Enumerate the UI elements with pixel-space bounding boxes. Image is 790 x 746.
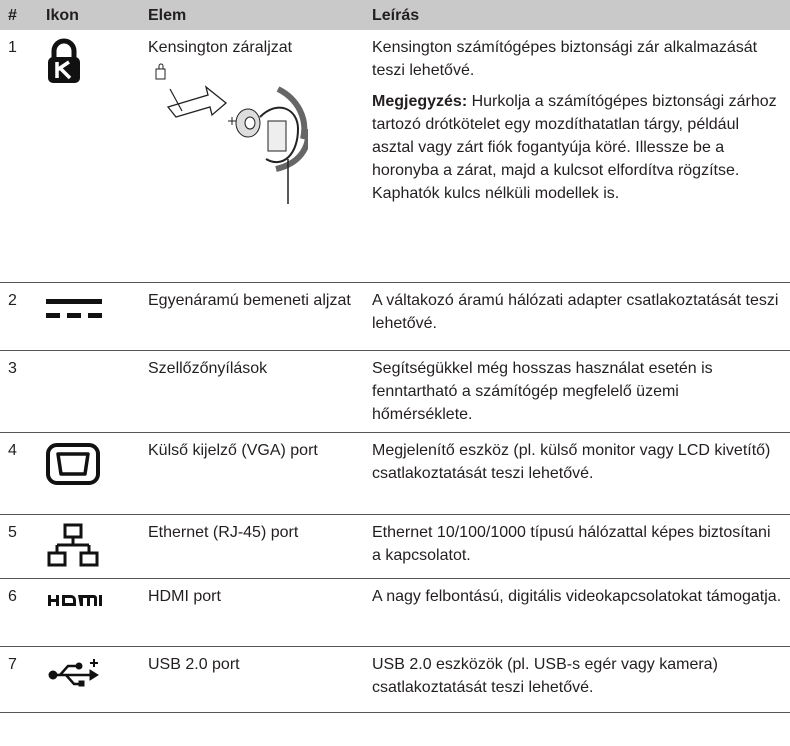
element-cell: Ethernet (RJ-45) port bbox=[140, 514, 364, 579]
note: Megjegyzés: Hurkolja a számítógépes bizt… bbox=[372, 90, 782, 205]
header-cell: Leírás bbox=[364, 0, 790, 30]
description-cell: Segítségükkel még hosszas használat eset… bbox=[364, 350, 790, 433]
element-cell: HDMI port bbox=[140, 578, 364, 647]
row: 2 Egyenáramú bemeneti aljzat A váltakozó… bbox=[0, 282, 790, 351]
row-number: 4 bbox=[0, 432, 38, 515]
element-cell: Külső kijelző (VGA) port bbox=[140, 432, 364, 515]
element-cell: USB 2.0 port bbox=[140, 646, 364, 713]
description-cell: USB 2.0 eszközök (pl. USB-s egér vagy ka… bbox=[364, 646, 790, 713]
row-number: 2 bbox=[0, 282, 38, 351]
row: 1 Kensington záraljzat bbox=[0, 30, 790, 283]
description-cell: Megjelenítő eszköz (pl. külső monitor va… bbox=[364, 432, 790, 515]
row: 3 Szellőzőnyílások Segítségükkel még hos… bbox=[0, 350, 790, 433]
header-cell: Ikon bbox=[38, 0, 140, 30]
usb-icon bbox=[48, 658, 99, 686]
row: 4 Külső kijelző (VGA) port Megjelenítő e… bbox=[0, 432, 790, 515]
description: Kensington számítógépes biztonsági zár a… bbox=[372, 39, 758, 79]
row-number: 7 bbox=[0, 646, 38, 713]
element-cell: Szellőzőnyílások bbox=[140, 350, 364, 433]
dc-icon bbox=[46, 298, 102, 318]
icon-cell bbox=[38, 432, 140, 515]
ethernet-icon bbox=[47, 523, 99, 566]
description-cell: A váltakozó áramú hálózati adapter csatl… bbox=[364, 282, 790, 351]
row-number: 3 bbox=[0, 350, 38, 433]
header-cell: Elem bbox=[140, 0, 364, 30]
header-row: # Ikon Elem Leírás bbox=[0, 0, 790, 30]
ports-table: # Ikon Elem Leírás 1 Kensington záraljza… bbox=[0, 0, 790, 713]
note-text: Hurkolja a számítógépes biztonsági zárho… bbox=[372, 93, 777, 202]
header-cell: # bbox=[0, 0, 38, 30]
icon-cell bbox=[38, 514, 140, 579]
vga-icon bbox=[46, 442, 100, 485]
icon-cell bbox=[38, 282, 140, 351]
hdmi-icon bbox=[48, 594, 102, 606]
row-number: 1 bbox=[0, 30, 38, 283]
icon-cell bbox=[38, 578, 140, 647]
note-label: Megjegyzés: bbox=[372, 93, 468, 110]
row: 7 USB 2.0 port USB 2.0 eszközö bbox=[0, 646, 790, 713]
element-name: Kensington záraljzat bbox=[148, 39, 293, 56]
row-number: 5 bbox=[0, 514, 38, 579]
element-cell: Kensington záraljzat bbox=[140, 30, 364, 283]
element-cell: Egyenáramú bemeneti aljzat bbox=[140, 282, 364, 351]
description-cell: A nagy felbontású, digitális videokapcso… bbox=[364, 578, 790, 647]
row-number: 6 bbox=[0, 578, 38, 647]
row: 6 HDMI port A nagy felbontású, digitális… bbox=[0, 578, 790, 647]
icon-cell bbox=[38, 646, 140, 713]
description-cell: Ethernet 10/100/1000 típusú hálózattal k… bbox=[364, 514, 790, 579]
lock-illustration bbox=[155, 63, 312, 204]
icon-cell bbox=[38, 350, 140, 433]
description-cell: Kensington számítógépes biztonsági zár a… bbox=[364, 30, 790, 283]
icon-cell bbox=[38, 30, 140, 283]
row: 5 Ethernet (RJ-45) port Ethernet 10/100/… bbox=[0, 514, 790, 579]
kensington-icon bbox=[48, 38, 80, 83]
